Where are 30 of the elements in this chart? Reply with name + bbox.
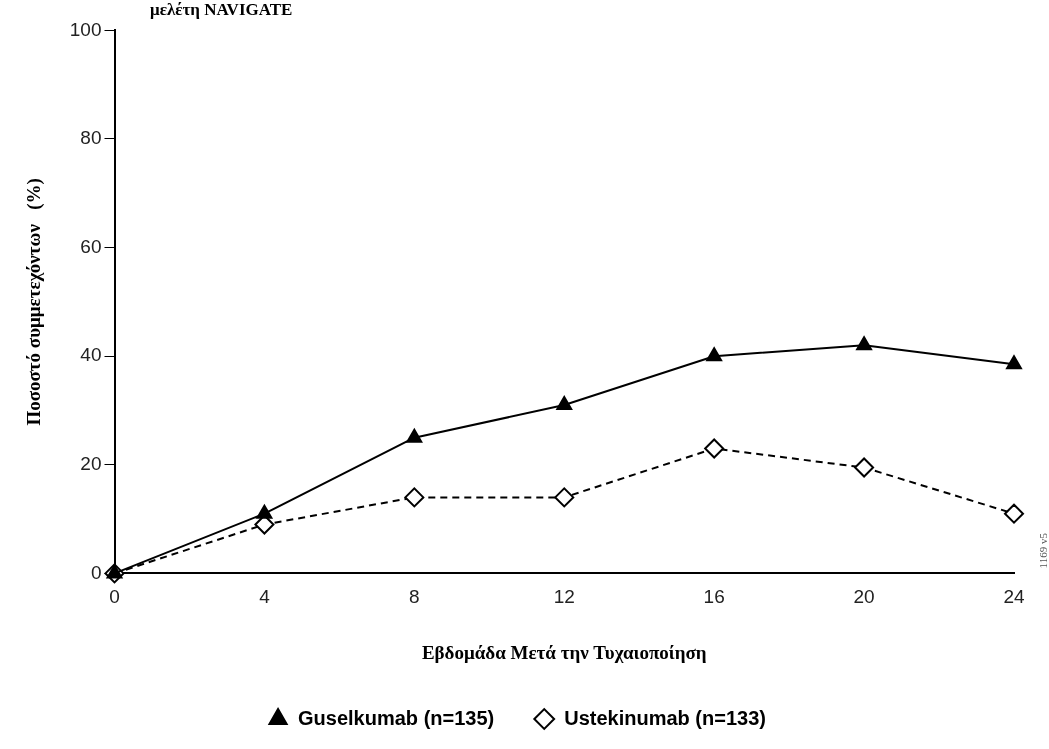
point: [554, 487, 575, 508]
x-tick-label: 16: [703, 586, 725, 608]
x-tick-label: 24: [1003, 586, 1025, 608]
point: [1006, 355, 1022, 370]
point: [856, 336, 873, 351]
legend-label: Guselkumab (n=135): [298, 706, 495, 729]
point: [256, 504, 273, 519]
x-tick-label: 0: [109, 586, 120, 608]
point: [704, 438, 725, 459]
x-tick-label: 8: [409, 586, 420, 608]
y-axis-title: Ποσοστό συμμετεχόντων (%): [23, 178, 46, 426]
y-tick-label: 0: [90, 561, 102, 583]
y-tick-label: 20: [80, 453, 102, 475]
point: [854, 457, 875, 478]
point: [1004, 503, 1024, 524]
text: 1169 v5: [1036, 532, 1049, 569]
chart-title: μελέτη NAVIGATE: [150, 0, 293, 20]
legend-label: Ustekinumab (n=133): [564, 706, 766, 729]
point: [406, 428, 423, 443]
y-tick-label: 60: [80, 235, 102, 257]
x-tick-label: 20: [853, 586, 875, 608]
point: [706, 347, 723, 362]
y-tick-label: 40: [80, 344, 102, 366]
y-tick-label: 80: [80, 127, 102, 149]
point: [556, 396, 573, 411]
x-axis-title: Εβδομάδα Μετά την Τυχαιοποίηση: [421, 641, 707, 663]
point: [404, 487, 425, 508]
x-tick-label: 12: [553, 586, 575, 608]
y-tick-label: 100: [69, 18, 102, 40]
x-tick-label: 4: [259, 586, 271, 608]
